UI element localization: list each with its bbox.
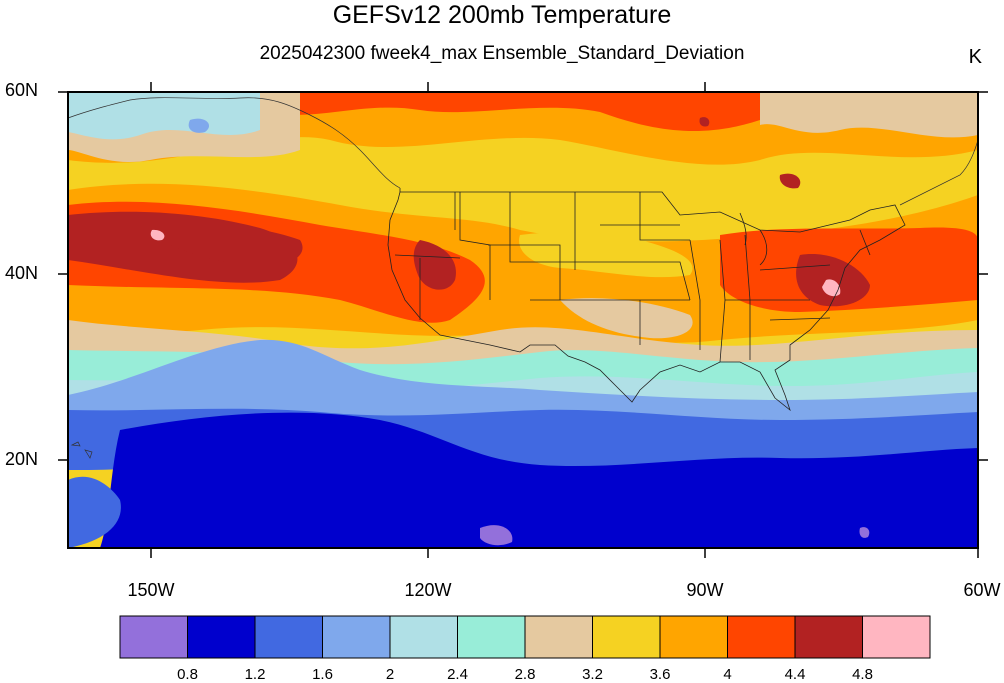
- colorbar-tick-label: 4.8: [852, 666, 873, 683]
- colorbar-tick-label: 0.8: [177, 666, 198, 683]
- map-boundaries: [387, 188, 906, 412]
- colorbar-tick-label: 3.6: [649, 666, 671, 683]
- lon-label-60w: 60W: [963, 580, 1001, 600]
- temperature-spread-field: [68, 92, 978, 548]
- lat-label-60n: 60N: [4, 80, 38, 100]
- lon-label-120w: 120W: [404, 580, 452, 600]
- colorbar-tick-label: 1.6: [312, 666, 333, 683]
- colorbar-tick-label: 3.2: [582, 666, 603, 683]
- lon-label-150w: 150W: [127, 580, 175, 600]
- lon-label-90w: 90W: [686, 580, 724, 600]
- colorbar-tick-label: 2.8: [514, 666, 536, 683]
- colorbar-tick-label: 2: [385, 666, 395, 683]
- units-label: K: [968, 46, 982, 68]
- coastlines: [67, 97, 979, 459]
- colorbar-tick-label: 1.2: [244, 666, 266, 683]
- chart-title: GEFSv12 200mb Temperature: [332, 1, 672, 29]
- colorbar-tick-label: 4: [723, 666, 732, 683]
- chart-subtitle: 2025042300 fweek4_max Ensemble_Standard_…: [259, 43, 745, 64]
- colorbar-tick-label: 4.4: [784, 666, 806, 683]
- lat-label-40n: 40N: [4, 263, 38, 283]
- lat-label-20n: 20N: [4, 449, 38, 469]
- colorbar-tick-label: 2.4: [447, 666, 468, 683]
